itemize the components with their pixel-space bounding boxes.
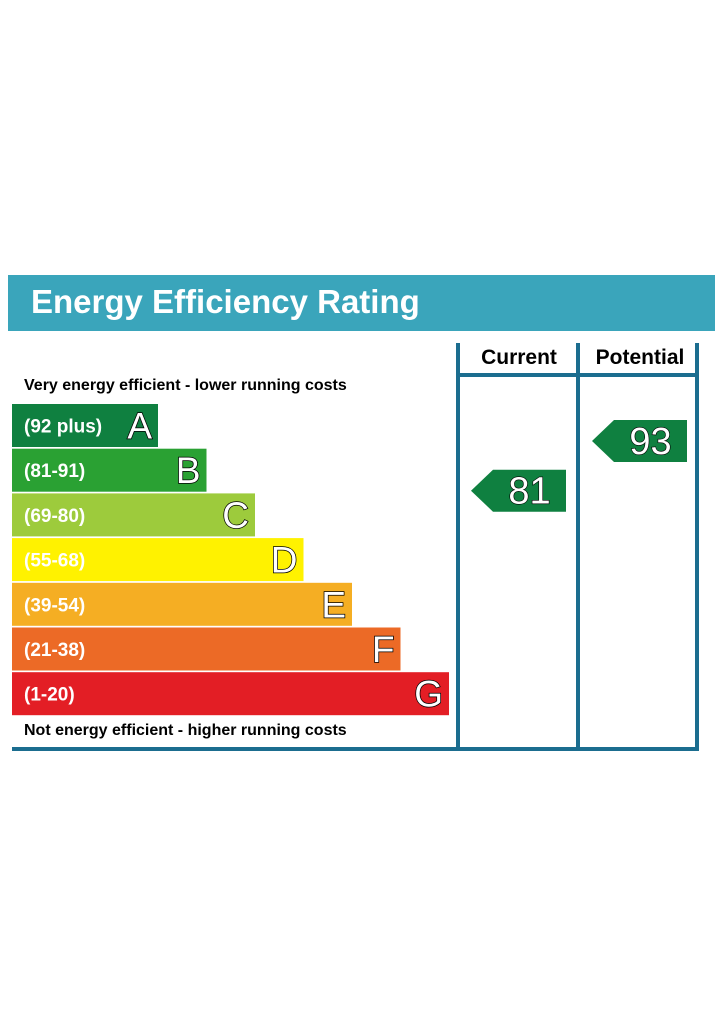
potential-arrow [592, 420, 687, 462]
top-note: Very energy efficient - lower running co… [24, 377, 347, 394]
band-e [12, 582, 352, 626]
header-bar [8, 275, 715, 331]
band-range-label: (69-80) [24, 506, 85, 527]
band-range-label: (92 plus) [24, 417, 102, 438]
band-b [12, 448, 207, 492]
band-range-label: (1-20) [24, 685, 75, 706]
potential-column-header: Potential [596, 346, 685, 369]
bottom-note: Not energy efficient - higher running co… [24, 722, 347, 739]
band-letter: D [271, 540, 298, 581]
band-c [12, 493, 255, 537]
frame-lines [12, 343, 699, 751]
band-f [12, 627, 401, 671]
band-range-label: (39-54) [24, 595, 85, 616]
band-range-label: (81-91) [24, 461, 85, 482]
band-letter: A [127, 406, 152, 447]
band-letter: C [222, 495, 249, 536]
band-letter: E [321, 584, 346, 625]
band-letter: G [414, 674, 443, 715]
current-column-header: Current [481, 346, 557, 369]
band-a [12, 404, 158, 447]
current-arrow [471, 469, 566, 512]
current-arrow-value: 81 [508, 471, 550, 513]
rating-arrows: 81 93 [471, 420, 687, 513]
band-range-label: (55-68) [24, 551, 85, 572]
band-range-label: (21-38) [24, 640, 85, 661]
band-letter: B [176, 450, 201, 491]
rating-bands: (92 plus) A (81-91) B (69-80) C (55-68) D (39-54… [12, 404, 449, 715]
band-d [12, 538, 304, 582]
chart-title: Energy Efficiency Rating [31, 283, 420, 320]
band-letter: F [372, 629, 395, 670]
band-g [12, 672, 449, 716]
potential-arrow-value: 93 [629, 421, 671, 463]
